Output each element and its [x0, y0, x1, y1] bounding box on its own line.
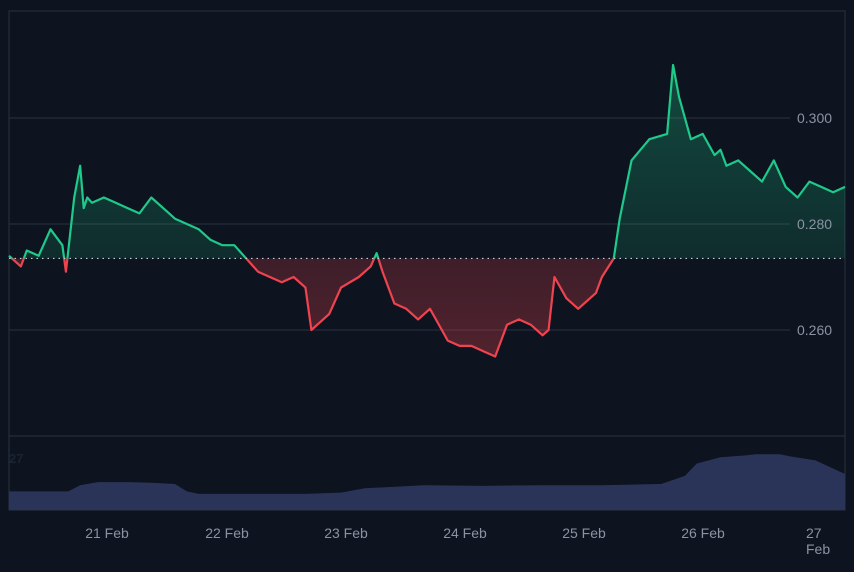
y-tick-0280: 0.280: [797, 216, 833, 232]
price-line-down: [10, 258, 615, 358]
price-line-up: [8, 63, 846, 259]
x-tick-25feb: 25 Feb: [562, 525, 606, 541]
x-tick-21feb: 21 Feb: [85, 525, 129, 541]
area-above: [9, 65, 845, 259]
y-tick-0260: 0.260: [797, 322, 833, 338]
x-tick-23feb: 23 Feb: [324, 525, 368, 541]
x-tick-22feb: 22 Feb: [205, 525, 249, 541]
y-tick-0300: 0.300: [797, 110, 833, 126]
area-below: [11, 258, 614, 357]
x-tick-27feb: 27 Feb: [806, 525, 831, 557]
volume-scale-label: 27: [9, 451, 24, 466]
volume-area: [9, 454, 845, 510]
x-tick-26feb: 26 Feb: [681, 525, 725, 541]
x-tick-24feb: 24 Feb: [443, 525, 487, 541]
